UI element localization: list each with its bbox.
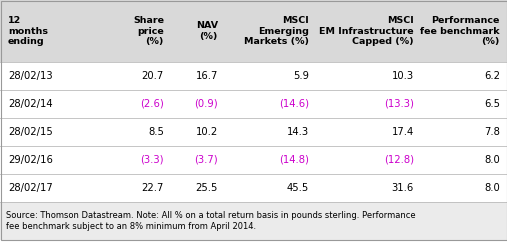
Text: Source: Thomson Datastream. Note: All % on a total return basis in pounds sterli: Source: Thomson Datastream. Note: All % …	[6, 211, 416, 231]
Text: 28/02/17: 28/02/17	[8, 183, 53, 193]
Text: Performance
fee benchmark
(%): Performance fee benchmark (%)	[420, 16, 500, 46]
Text: 14.3: 14.3	[287, 127, 309, 137]
Bar	[0, 62, 507, 90]
Bar	[0, 202, 507, 240]
Text: 8.0: 8.0	[484, 155, 500, 165]
Text: NAV
(%): NAV (%)	[196, 21, 218, 41]
Bar	[0, 146, 507, 174]
Bar	[0, 90, 507, 118]
Text: 8.0: 8.0	[484, 183, 500, 193]
Bar	[0, 174, 507, 202]
Text: (3.3): (3.3)	[140, 155, 164, 165]
Text: (0.9): (0.9)	[194, 99, 218, 109]
Text: 45.5: 45.5	[287, 183, 309, 193]
Text: 6.2: 6.2	[484, 71, 500, 81]
Text: (2.6): (2.6)	[140, 99, 164, 109]
Text: 12
months
ending: 12 months ending	[8, 16, 48, 46]
Text: 10.3: 10.3	[392, 71, 414, 81]
Text: 20.7: 20.7	[142, 71, 164, 81]
Text: (3.7): (3.7)	[194, 155, 218, 165]
Text: MSCI
Emerging
Markets (%): MSCI Emerging Markets (%)	[244, 16, 309, 46]
Text: 7.8: 7.8	[484, 127, 500, 137]
Text: Share
price
(%): Share price (%)	[133, 16, 164, 46]
Bar	[0, 0, 507, 62]
Text: 29/02/16: 29/02/16	[8, 155, 53, 165]
Text: (13.3): (13.3)	[384, 99, 414, 109]
Text: 25.5: 25.5	[196, 183, 218, 193]
Text: 31.6: 31.6	[392, 183, 414, 193]
Text: (12.8): (12.8)	[384, 155, 414, 165]
Text: 10.2: 10.2	[196, 127, 218, 137]
Text: 16.7: 16.7	[196, 71, 218, 81]
Text: 28/02/14: 28/02/14	[8, 99, 53, 109]
Text: 17.4: 17.4	[392, 127, 414, 137]
Text: (14.6): (14.6)	[279, 99, 309, 109]
Text: 8.5: 8.5	[148, 127, 164, 137]
Text: 5.9: 5.9	[293, 71, 309, 81]
Text: 6.5: 6.5	[484, 99, 500, 109]
Text: 22.7: 22.7	[141, 183, 164, 193]
Bar	[0, 118, 507, 146]
Text: 28/02/13: 28/02/13	[8, 71, 53, 81]
Text: MSCI
EM Infrastructure
Capped (%): MSCI EM Infrastructure Capped (%)	[319, 16, 414, 46]
Text: (14.8): (14.8)	[279, 155, 309, 165]
Text: 28/02/15: 28/02/15	[8, 127, 53, 137]
